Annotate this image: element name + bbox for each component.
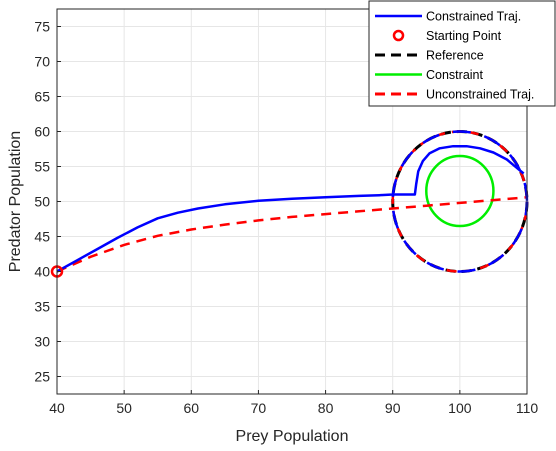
legend-label: Constraint bbox=[426, 68, 483, 82]
constraint-circle-path bbox=[425, 154, 495, 228]
x-tick-label: 80 bbox=[318, 400, 334, 416]
legend-label: Reference bbox=[426, 49, 484, 63]
constraint-circle bbox=[425, 154, 495, 228]
y-tick-label: 25 bbox=[34, 369, 50, 385]
legend-swatch-marker bbox=[392, 29, 405, 42]
x-tick-label: 110 bbox=[516, 400, 539, 416]
legend-label: Starting Point bbox=[426, 29, 502, 43]
legend-item: Unconstrained Traj. bbox=[375, 88, 534, 102]
y-tick-label: 40 bbox=[34, 264, 50, 280]
y-tick-label: 30 bbox=[34, 334, 50, 350]
legend-item: Constraint bbox=[375, 68, 483, 82]
y-axis-ticks: 25 30 35 40 45 50 55 60 65 70 75 bbox=[34, 19, 61, 385]
y-tick-label: 75 bbox=[34, 19, 50, 35]
x-tick-label: 100 bbox=[448, 400, 472, 416]
y-axis-label: Predator Population bbox=[7, 131, 24, 272]
x-axis-label: Prey Population bbox=[236, 428, 349, 445]
x-tick-label: 50 bbox=[116, 400, 132, 416]
legend-item: Reference bbox=[375, 49, 484, 63]
y-tick-label: 70 bbox=[34, 54, 50, 70]
y-tick-label: 60 bbox=[34, 124, 50, 140]
x-tick-label: 70 bbox=[251, 400, 267, 416]
y-tick-label: 55 bbox=[34, 159, 50, 175]
x-tick-label: 90 bbox=[385, 400, 401, 416]
x-axis-ticks: 40 50 60 70 80 90 100 110 bbox=[49, 390, 538, 416]
unconstrained-trajectory-path bbox=[56, 196, 528, 273]
legend-label: Constrained Traj. bbox=[426, 10, 521, 24]
y-tick-label: 45 bbox=[34, 229, 50, 245]
legend-label: Unconstrained Traj. bbox=[426, 88, 534, 102]
legend: Constrained Traj. Starting Point Reference… bbox=[368, 0, 556, 107]
x-tick-label: 60 bbox=[183, 400, 199, 416]
y-tick-label: 65 bbox=[34, 89, 50, 105]
y-tick-label: 50 bbox=[34, 194, 50, 210]
y-tick-label: 35 bbox=[34, 299, 50, 315]
legend-item: Constrained Traj. bbox=[375, 10, 521, 24]
legend-item: Starting Point bbox=[392, 29, 502, 43]
x-tick-label: 40 bbox=[49, 400, 65, 416]
